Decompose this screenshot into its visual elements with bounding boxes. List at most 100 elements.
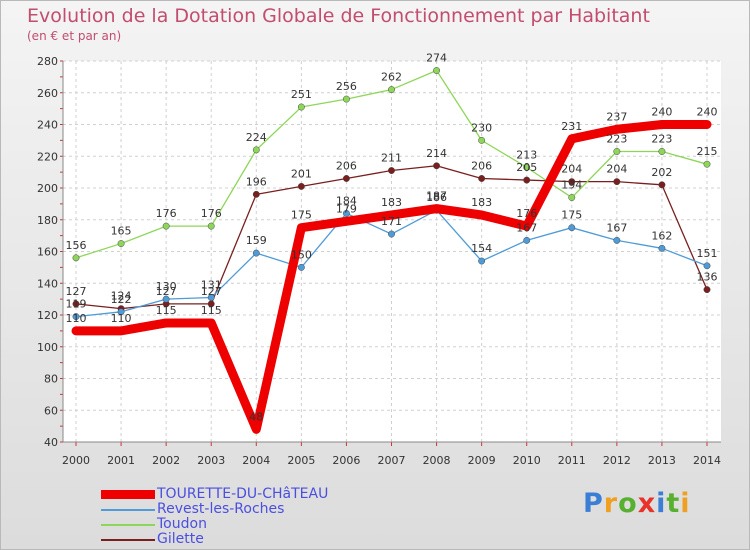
data-point [162, 319, 170, 327]
data-label: 127 [156, 285, 177, 298]
data-point [523, 222, 530, 230]
data-point [568, 194, 576, 201]
y-tick-label: 80 [44, 373, 58, 386]
data-point [703, 121, 711, 128]
legend-swatch-gilette [101, 539, 155, 541]
data-label: 162 [651, 229, 672, 242]
y-tick-label: 200 [37, 182, 58, 195]
data-label: 262 [381, 71, 402, 84]
data-point [433, 67, 441, 74]
logo-letter: o [618, 488, 638, 519]
data-label: 274 [426, 52, 447, 65]
data-label: 204 [561, 163, 582, 176]
data-label: 175 [291, 209, 312, 222]
data-label: 176 [156, 207, 177, 220]
data-point [162, 295, 170, 303]
data-point [72, 313, 80, 321]
x-tick-label: 2012 [603, 454, 631, 467]
data-label: 223 [651, 132, 672, 145]
data-point [253, 426, 260, 433]
data-label: 127 [66, 285, 87, 298]
y-tick-label: 180 [37, 214, 58, 227]
data-point [658, 244, 666, 252]
data-label: 156 [66, 239, 87, 252]
data-label: 213 [516, 148, 537, 161]
y-tick-label: 160 [37, 246, 58, 259]
data-point [297, 103, 305, 111]
data-point [703, 160, 711, 168]
x-tick-label: 2013 [648, 454, 676, 467]
y-tick-label: 120 [37, 309, 58, 322]
proxiti-logo: Proxiti [583, 488, 691, 519]
data-label: 176 [201, 207, 222, 220]
data-point [658, 148, 666, 155]
data-label: 251 [291, 88, 312, 101]
data-point [568, 224, 576, 232]
data-label: 224 [246, 131, 267, 144]
y-tick-label: 100 [37, 341, 58, 354]
data-point [342, 95, 350, 103]
data-label: 184 [336, 194, 357, 207]
data-point [207, 319, 215, 327]
data-label: 256 [336, 80, 357, 93]
data-label: 110 [66, 312, 87, 325]
data-label: 176 [516, 207, 537, 220]
data-point [343, 218, 350, 225]
data-label: 206 [336, 159, 357, 172]
data-label: 165 [111, 225, 132, 238]
data-point [388, 167, 395, 174]
data-label: 179 [336, 202, 357, 215]
legend-label-revest: Revest-les-Roches [157, 501, 285, 517]
data-label: 167 [606, 221, 627, 234]
data-point [523, 176, 531, 184]
data-point [523, 163, 531, 171]
data-label: 136 [697, 271, 718, 284]
data-label: 194 [561, 179, 582, 192]
data-point [342, 209, 350, 217]
legend-label-tourette: TOURETTE-DU-CHâTEAU [157, 486, 329, 502]
y-tick-label: 60 [44, 404, 58, 417]
data-label: 127 [201, 285, 222, 298]
data-label: 115 [201, 304, 222, 317]
data-label: 230 [471, 121, 492, 134]
data-label: 154 [471, 242, 492, 255]
data-point [388, 211, 395, 219]
x-tick-label: 2010 [513, 454, 541, 467]
chart-subtitle: (en € et par an) [27, 29, 122, 43]
data-point [342, 175, 350, 182]
data-point [117, 240, 125, 248]
data-label: 202 [651, 166, 672, 179]
data-point [703, 262, 711, 270]
data-point [613, 126, 621, 133]
x-tick-label: 2007 [378, 454, 406, 467]
data-point [162, 222, 170, 230]
chart-title: Evolution de la Dotation Globale de Fonc… [27, 5, 650, 27]
logo-letter: P [583, 488, 604, 519]
data-point [207, 294, 215, 301]
data-label: 215 [697, 145, 718, 158]
data-label: 187 [426, 190, 447, 203]
data-label: 150 [291, 248, 312, 261]
data-point [478, 211, 485, 219]
data-point [568, 135, 576, 143]
logo-letter: t [666, 488, 681, 519]
data-point [433, 162, 441, 170]
logo-letter: x [637, 488, 657, 519]
y-tick-label: 280 [37, 55, 58, 68]
data-point [613, 236, 621, 244]
data-label: 110 [111, 312, 132, 325]
y-tick-label: 140 [37, 277, 58, 290]
data-point [478, 175, 486, 182]
data-point [433, 205, 440, 212]
data-point [72, 254, 80, 262]
y-tick-label: 220 [37, 150, 58, 163]
data-point [388, 86, 395, 94]
data-label: 151 [697, 247, 718, 260]
legend-swatch-toudon [101, 524, 155, 526]
data-label: 115 [156, 304, 177, 317]
x-tick-label: 2008 [423, 454, 451, 467]
data-point [72, 327, 80, 335]
data-label: 122 [111, 293, 132, 306]
data-label: 48 [249, 410, 263, 423]
